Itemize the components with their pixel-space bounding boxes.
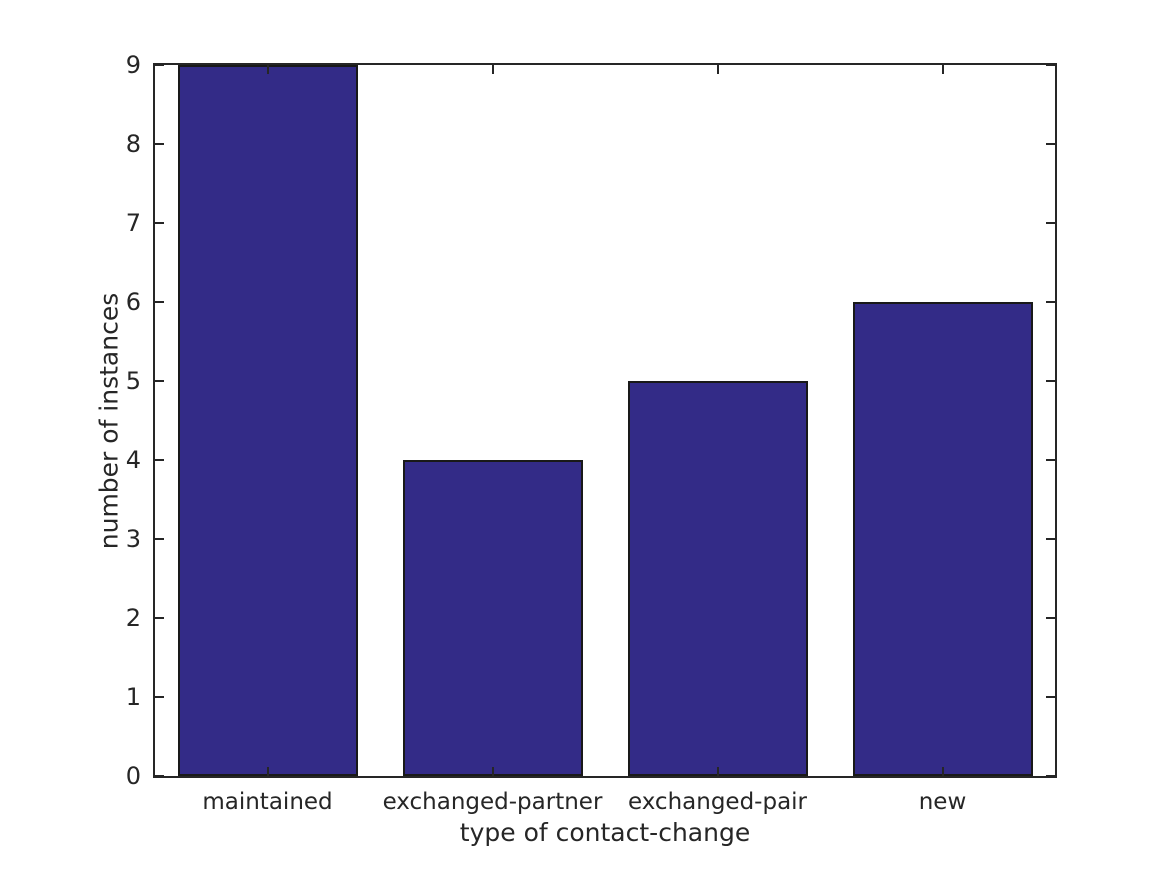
y-tick-label: 5 — [125, 367, 141, 395]
x-tick-top-exchanged-pair — [716, 65, 719, 74]
bar-new — [852, 302, 1033, 776]
y-tick-right-3 — [1046, 538, 1055, 540]
y-tick-right-0 — [1046, 775, 1055, 777]
x-axis-label: type of contact-change — [459, 818, 751, 847]
y-tick-label: 7 — [125, 209, 141, 237]
y-tick-right-7 — [1046, 222, 1055, 224]
y-tick-left-7 — [155, 222, 164, 224]
y-axis-label: number of instances — [94, 292, 124, 549]
y-tick-left-9 — [155, 64, 164, 66]
plot-area — [153, 63, 1057, 778]
x-tick-label-exchanged-pair: exchanged-pair — [627, 789, 808, 815]
x-tick-top-exchanged-partner — [491, 65, 494, 74]
y-tick-right-1 — [1046, 696, 1055, 698]
x-tick-top-maintained — [266, 65, 269, 74]
y-tick-left-0 — [155, 775, 164, 777]
bar-exchanged-partner — [402, 460, 583, 776]
bar-exchanged-pair — [627, 381, 808, 776]
y-tick-left-3 — [155, 538, 164, 540]
x-tick-top-new — [941, 65, 944, 74]
y-tick-label: 9 — [125, 51, 141, 79]
x-tick-label-maintained: maintained — [202, 789, 333, 815]
y-tick-label: 0 — [125, 762, 141, 790]
y-tick-right-8 — [1046, 143, 1055, 145]
y-tick-left-8 — [155, 143, 164, 145]
y-tick-left-4 — [155, 459, 164, 461]
y-tick-left-1 — [155, 696, 164, 698]
x-tick-label-exchanged-partner: exchanged-partner — [382, 789, 603, 815]
y-tick-label: 2 — [125, 604, 141, 632]
y-tick-label: 4 — [125, 446, 141, 474]
y-tick-right-2 — [1046, 617, 1055, 619]
y-tick-left-6 — [155, 301, 164, 303]
y-tick-right-6 — [1046, 301, 1055, 303]
y-tick-label: 8 — [125, 130, 141, 158]
y-tick-right-9 — [1046, 64, 1055, 66]
x-tick-bottom-maintained — [266, 767, 269, 776]
y-tick-label: 6 — [125, 288, 141, 316]
x-tick-bottom-exchanged-pair — [716, 767, 719, 776]
y-tick-left-5 — [155, 380, 164, 382]
x-tick-label-new: new — [918, 789, 967, 815]
bar-maintained — [177, 65, 358, 776]
y-tick-label: 1 — [125, 683, 141, 711]
x-tick-bottom-exchanged-partner — [491, 767, 494, 776]
y-tick-left-2 — [155, 617, 164, 619]
x-tick-bottom-new — [941, 767, 944, 776]
y-tick-right-5 — [1046, 380, 1055, 382]
y-tick-right-4 — [1046, 459, 1055, 461]
y-tick-label: 3 — [125, 525, 141, 553]
